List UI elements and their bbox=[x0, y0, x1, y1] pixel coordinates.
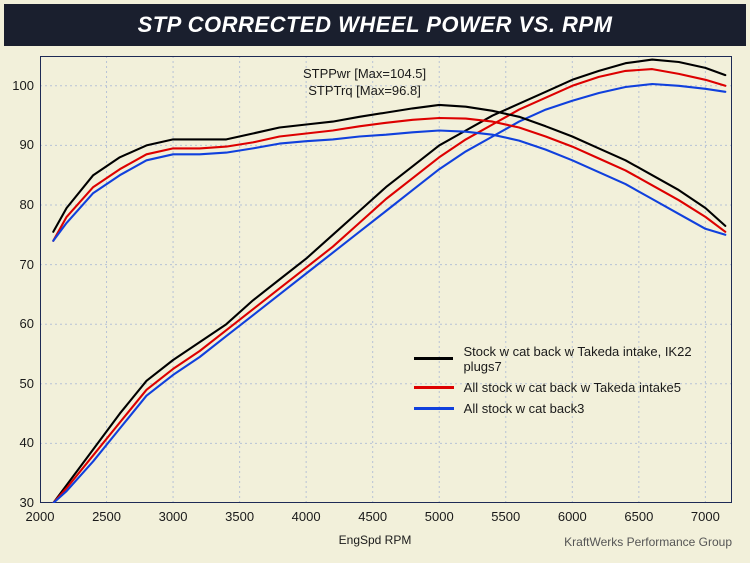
annot-torque: STPTrq [Max=96.8] bbox=[303, 82, 426, 100]
x-tick-label: 3000 bbox=[159, 509, 188, 524]
x-tick-label: 5000 bbox=[425, 509, 454, 524]
legend: Stock w cat back w Takeda intake, IK22 p… bbox=[414, 338, 732, 422]
legend-label: All stock w cat back w Takeda intake5 bbox=[464, 380, 681, 395]
x-tick-label: 2000 bbox=[26, 509, 55, 524]
y-tick-label: 70 bbox=[6, 257, 34, 272]
x-tick-label: 4000 bbox=[292, 509, 321, 524]
y-tick-label: 30 bbox=[6, 495, 34, 510]
x-tick-label: 7000 bbox=[691, 509, 720, 524]
x-tick-label: 6500 bbox=[624, 509, 653, 524]
legend-item: Stock w cat back w Takeda intake, IK22 p… bbox=[414, 344, 732, 374]
y-tick-label: 80 bbox=[6, 197, 34, 212]
x-axis-label: EngSpd RPM bbox=[339, 533, 412, 547]
annot-power: STPPwr [Max=104.5] bbox=[303, 65, 426, 83]
legend-swatch bbox=[414, 386, 454, 389]
x-tick-label: 6000 bbox=[558, 509, 587, 524]
x-tick-label: 4500 bbox=[358, 509, 387, 524]
max-annotation: STPPwr [Max=104.5] STPTrq [Max=96.8] bbox=[303, 65, 426, 100]
y-tick-label: 40 bbox=[6, 435, 34, 450]
chart-frame: STP CORRECTED WHEEL POWER VS. RPM STPPwr… bbox=[0, 0, 750, 563]
x-tick-label: 2500 bbox=[92, 509, 121, 524]
chart-svg bbox=[40, 56, 732, 503]
chart-title: STP CORRECTED WHEEL POWER VS. RPM bbox=[138, 12, 613, 38]
legend-swatch bbox=[414, 407, 454, 410]
legend-swatch bbox=[414, 357, 454, 360]
plot-area: STPPwr [Max=104.5] STPTrq [Max=96.8] Sto… bbox=[40, 56, 732, 503]
x-tick-label: 5500 bbox=[491, 509, 520, 524]
legend-item: All stock w cat back w Takeda intake5 bbox=[414, 380, 732, 395]
y-tick-label: 60 bbox=[6, 316, 34, 331]
legend-item: All stock w cat back3 bbox=[414, 401, 732, 416]
legend-label: All stock w cat back3 bbox=[464, 401, 585, 416]
x-tick-label: 3500 bbox=[225, 509, 254, 524]
title-bar: STP CORRECTED WHEEL POWER VS. RPM bbox=[4, 4, 746, 46]
legend-label: Stock w cat back w Takeda intake, IK22 p… bbox=[463, 344, 732, 374]
footer-brand: KraftWerks Performance Group bbox=[564, 535, 732, 549]
y-tick-label: 100 bbox=[6, 78, 34, 93]
y-tick-label: 90 bbox=[6, 137, 34, 152]
y-tick-label: 50 bbox=[6, 376, 34, 391]
